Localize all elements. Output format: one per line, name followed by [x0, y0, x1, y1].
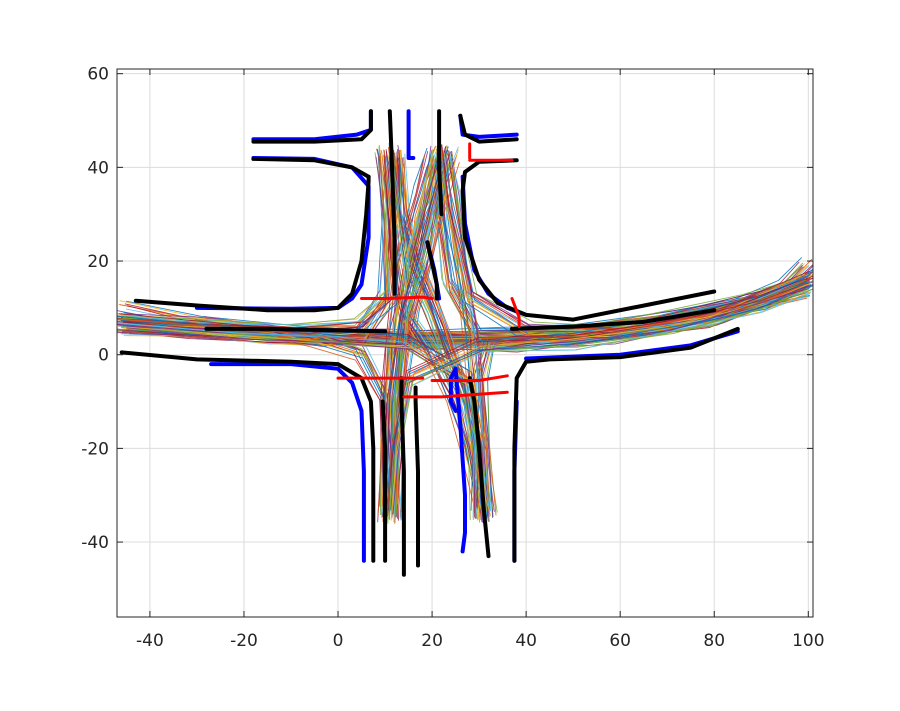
trajectory-17-1	[446, 145, 813, 328]
trajectory-7-3	[482, 281, 813, 512]
trajectory-16-1	[117, 155, 390, 334]
x-tick-label-1: -20	[230, 631, 258, 651]
trajectory-4-4	[122, 152, 400, 334]
trajectory-14-13	[381, 150, 481, 513]
y-tick-label-4: -20	[81, 439, 109, 459]
x-tick-label-4: 40	[515, 631, 537, 651]
road-edge-black-8	[119, 350, 376, 563]
road-edge-black-6	[458, 113, 519, 144]
road-edge-blue-0	[251, 109, 373, 142]
road-edge-black-4	[387, 109, 397, 296]
trajectory-bundles	[117, 142, 813, 525]
x-tick-labels: -40 -20 0 20 40 60 80 100	[136, 631, 824, 651]
road-edge-black-9	[380, 399, 388, 563]
trajectory-16-9	[117, 145, 389, 326]
trajectory-16-4	[122, 154, 395, 333]
trajectory-5-8	[117, 317, 387, 512]
trajectory-16-13	[117, 153, 387, 330]
x-tick-label-6: 80	[703, 631, 725, 651]
axes-box	[116, 68, 814, 618]
road-edge-black-5	[437, 109, 444, 217]
road-edge-black-11	[413, 385, 420, 568]
road-edge-black-1	[359, 174, 371, 263]
road-edge-blue-3	[458, 113, 519, 139]
road-edge-black-15	[204, 326, 388, 334]
trajectory-16-7	[117, 144, 388, 326]
y-tick-label-2: 20	[87, 252, 109, 272]
road-edge-black-3	[251, 109, 373, 144]
trajectory-18-1	[119, 323, 477, 517]
trajectory-5-4	[123, 317, 399, 513]
x-tick-label-2: 0	[333, 631, 344, 651]
trajectory-5-11	[123, 324, 399, 519]
x-tick-label-3: 20	[421, 631, 443, 651]
x-tick-label-0: -40	[136, 631, 164, 651]
y-tick-label-3: 0	[98, 346, 109, 366]
road-edge-black-0	[133, 259, 364, 313]
trajectory-5-3	[117, 324, 390, 516]
trajectory-6-2	[433, 159, 806, 344]
y-tick-label-5: -40	[81, 533, 109, 553]
y-tick-label-1: 40	[87, 158, 109, 178]
stop-line-3	[510, 297, 521, 329]
trajectory-19-6	[388, 289, 806, 520]
plot-area	[117, 109, 813, 577]
trajectory-18-13	[126, 327, 484, 523]
road-edge-black-16	[425, 240, 439, 301]
road-edge-black-13	[512, 326, 740, 563]
road-edge-black-7	[460, 158, 717, 322]
stop-line-0	[360, 295, 434, 300]
road-edge-black-10	[399, 376, 406, 577]
y-tick-label-0: 60	[87, 65, 109, 85]
y-tick-labels: 60 40 20 0 -20 -40	[81, 65, 109, 553]
trajectory-18-6	[117, 323, 476, 518]
road-edges	[119, 109, 740, 577]
trajectory-19-11	[390, 283, 810, 515]
stop-line-6	[430, 374, 509, 382]
road-edge-black-2	[251, 156, 371, 179]
road-edge-blue-1	[194, 156, 371, 311]
x-tick-label-5: 60	[609, 631, 631, 651]
stop-line-5	[402, 390, 509, 399]
trajectory-19-12	[392, 284, 813, 515]
road-edge-blue-6	[209, 362, 366, 563]
ticks	[117, 69, 813, 617]
trajectory-19-10	[387, 284, 806, 516]
x-tick-label-7: 100	[792, 631, 824, 651]
trajectory-5-6	[128, 323, 398, 517]
trajectory-18-8	[117, 322, 475, 518]
road-edge-blue-2	[406, 109, 416, 160]
road-edge-black-14	[510, 308, 717, 331]
